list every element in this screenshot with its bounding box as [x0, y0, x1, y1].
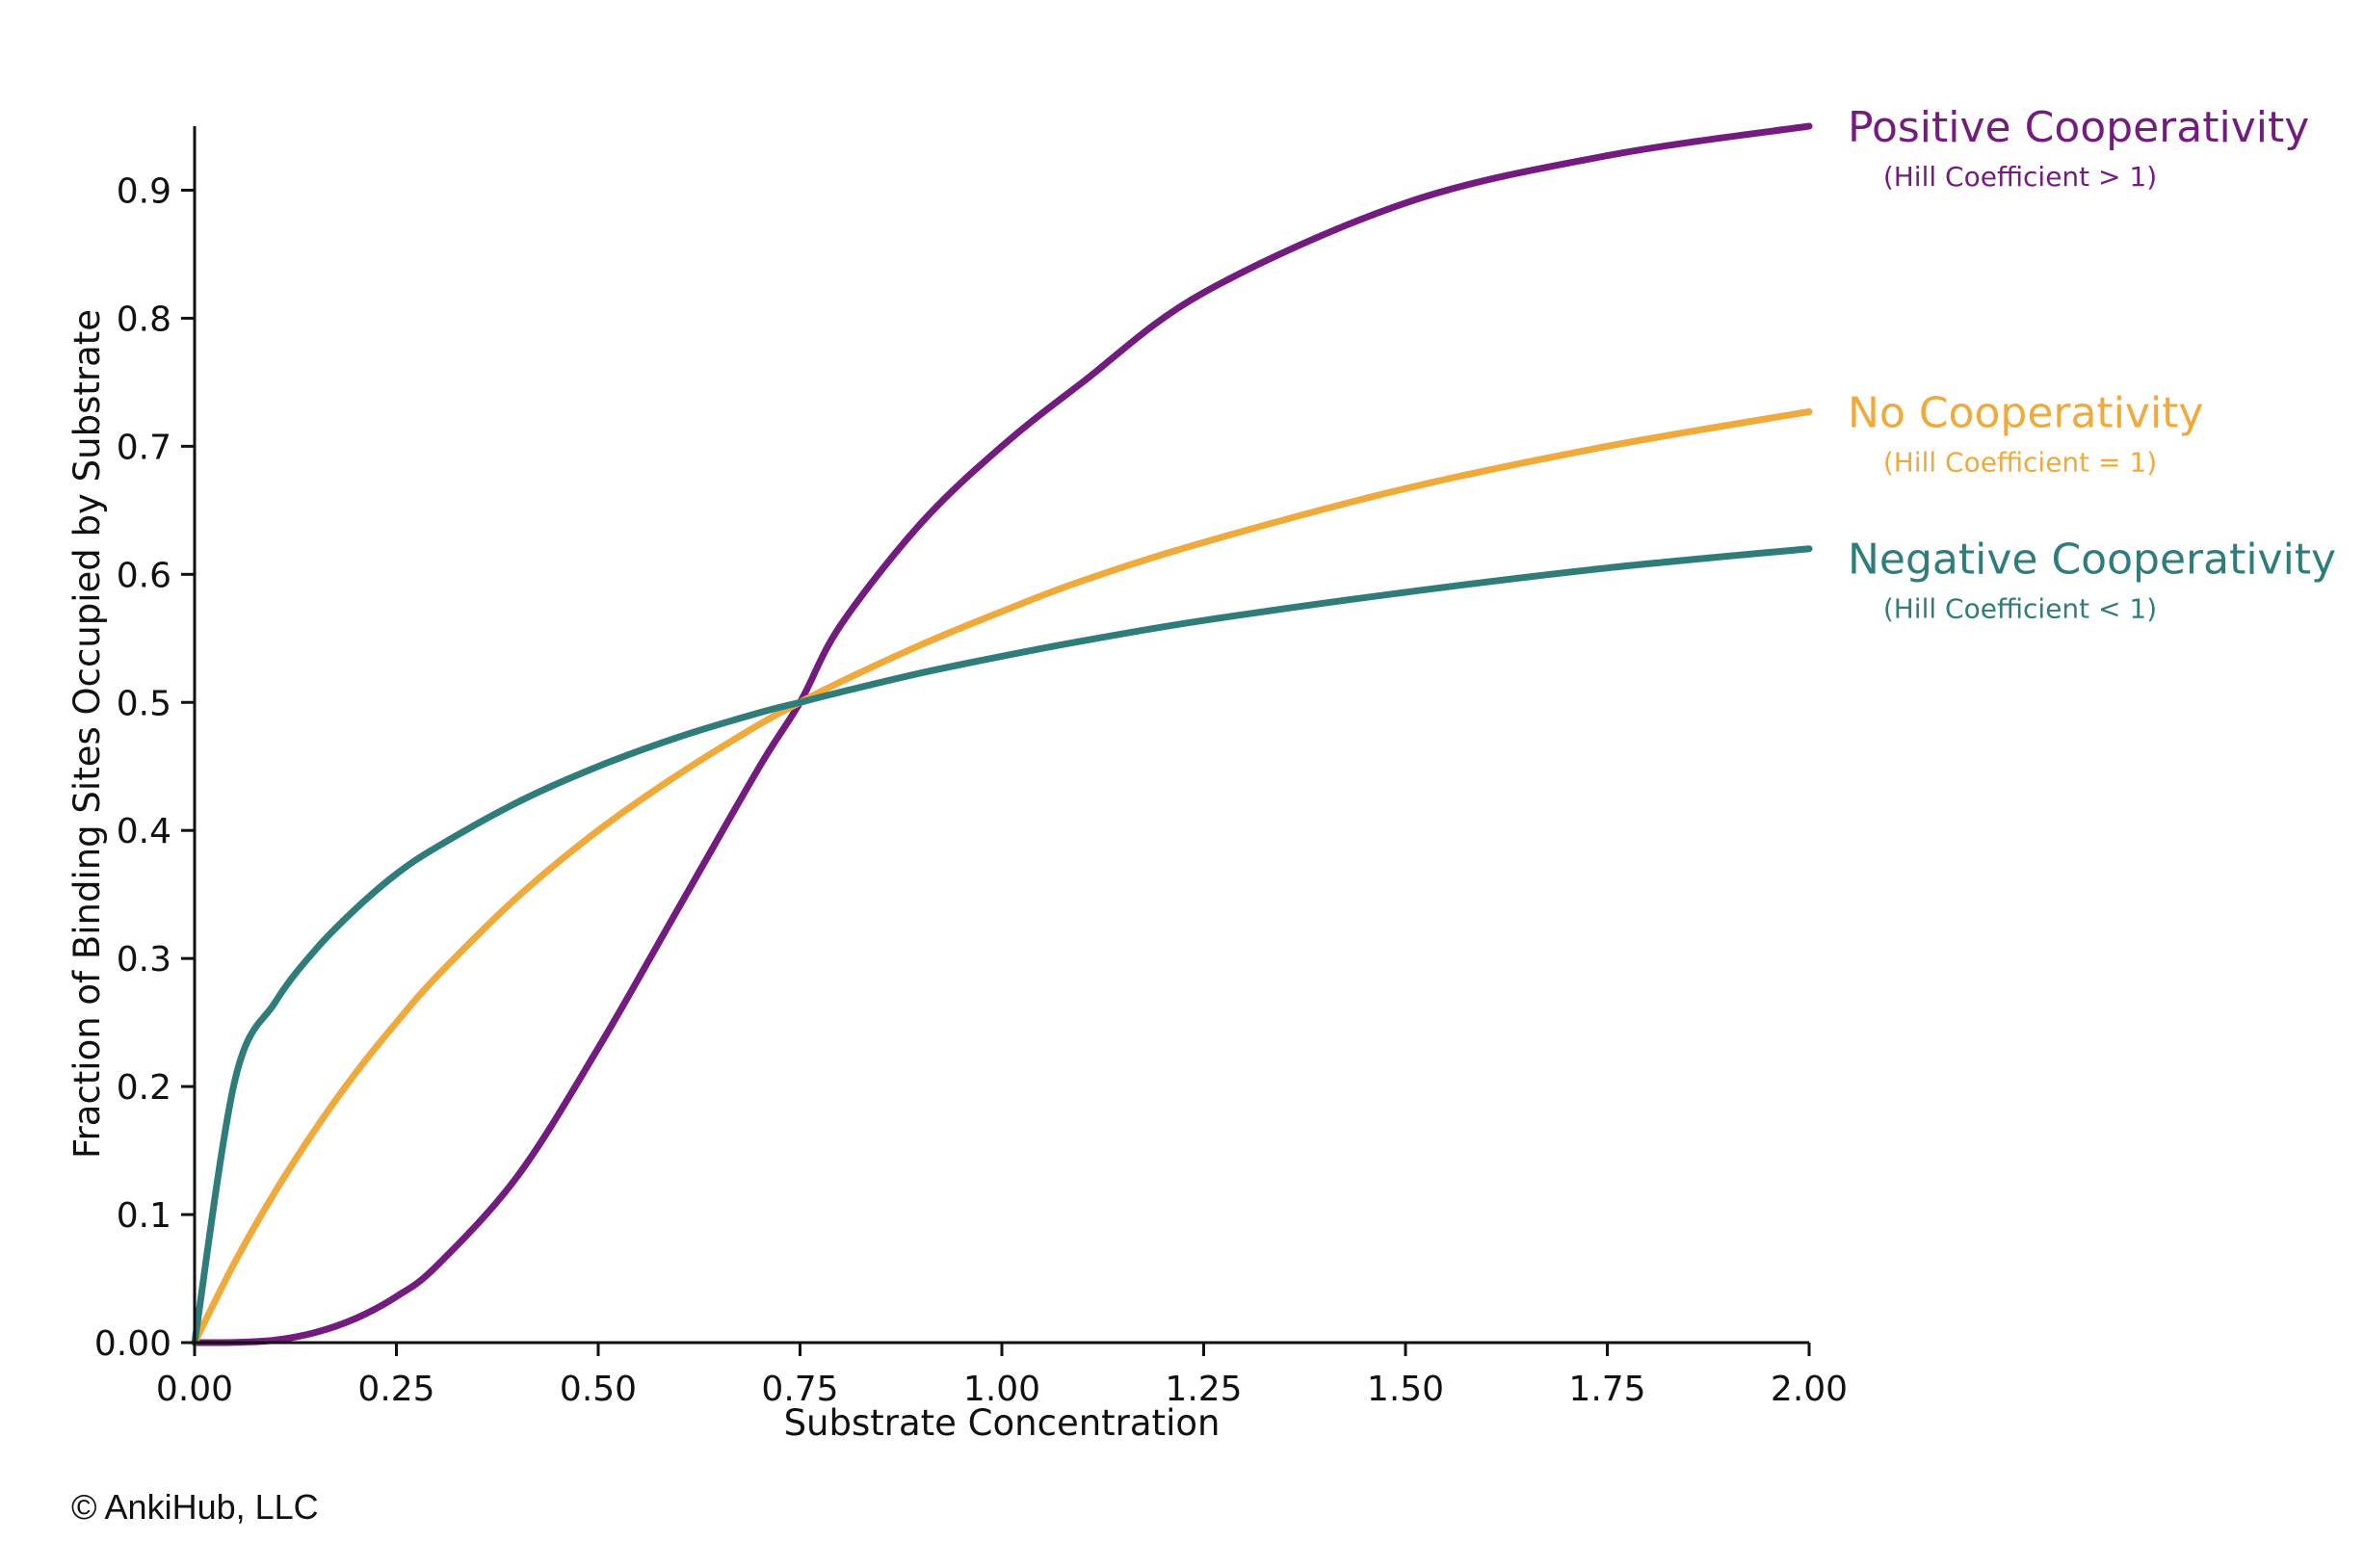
x-tick-label: 1.50 — [1367, 1370, 1444, 1409]
y-tick-label: 0.5 — [117, 684, 171, 723]
y-tick-label: 0.4 — [117, 812, 171, 851]
no-cooperativity-curve — [191, 407, 1813, 1346]
no-cooperativity-label: No Cooperativity — [1848, 388, 2203, 437]
negative-cooperativity-label: Negative Cooperativity — [1848, 536, 2336, 585]
copyright-notice: © AnkiHub, LLC — [71, 1487, 319, 1527]
negative-cooperativity-curve — [191, 545, 1813, 1346]
x-tick-label: 2.00 — [1771, 1370, 1848, 1409]
no-cooperativity-sublabel: (Hill Coefficient = 1) — [1883, 446, 2157, 478]
y-tick-label: 0.2 — [117, 1068, 171, 1108]
y-tick-label: 0.1 — [117, 1196, 171, 1236]
x-tick-label: 0.50 — [560, 1370, 637, 1409]
y-tick-label: 0.6 — [117, 556, 171, 595]
y-axis-ticks: 0.00 0.1 0.2 0.3 0.4 0.5 0.6 0.7 0.8 0.9 — [94, 171, 195, 1364]
y-tick-label: 0.9 — [117, 171, 171, 211]
series-curves — [191, 122, 1813, 1346]
x-axis-title: Substrate Concentration — [784, 1402, 1221, 1444]
positive-cooperativity-sublabel: (Hill Coefficient > 1) — [1883, 161, 2157, 193]
y-tick-label: 0.8 — [117, 300, 171, 339]
y-tick-label: 0.00 — [94, 1324, 171, 1364]
positive-cooperativity-label: Positive Cooperativity — [1848, 103, 2309, 152]
x-tick-label: 1.25 — [1165, 1370, 1242, 1409]
x-axis-ticks: 0.00 0.25 0.50 0.75 1.00 1.25 1.50 1.75 2.00 — [156, 1343, 1848, 1409]
positive-cooperativity-curve — [191, 122, 1813, 1346]
negative-cooperativity-sublabel: (Hill Coefficient < 1) — [1883, 593, 2157, 625]
x-tick-label: 0.25 — [357, 1370, 434, 1409]
y-tick-label: 0.7 — [117, 428, 171, 467]
y-axis-title: Fraction of Binding Sites Occupied by Su… — [66, 309, 108, 1159]
x-tick-label: 0.75 — [761, 1370, 838, 1409]
x-tick-label: 0.00 — [156, 1370, 233, 1409]
y-tick-label: 0.3 — [117, 940, 171, 980]
x-tick-label: 1.00 — [963, 1370, 1040, 1409]
series-labels: Positive Cooperativity (Hill Coefficient … — [1848, 103, 2336, 625]
x-tick-label: 1.75 — [1568, 1370, 1645, 1409]
